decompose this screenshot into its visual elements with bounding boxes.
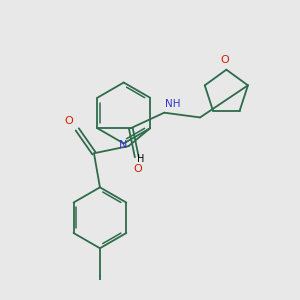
Text: H: H [137, 154, 144, 164]
Text: NH: NH [165, 99, 181, 109]
Text: N: N [119, 140, 128, 150]
Text: O: O [64, 116, 73, 126]
Text: O: O [134, 164, 142, 174]
Text: O: O [221, 55, 230, 65]
